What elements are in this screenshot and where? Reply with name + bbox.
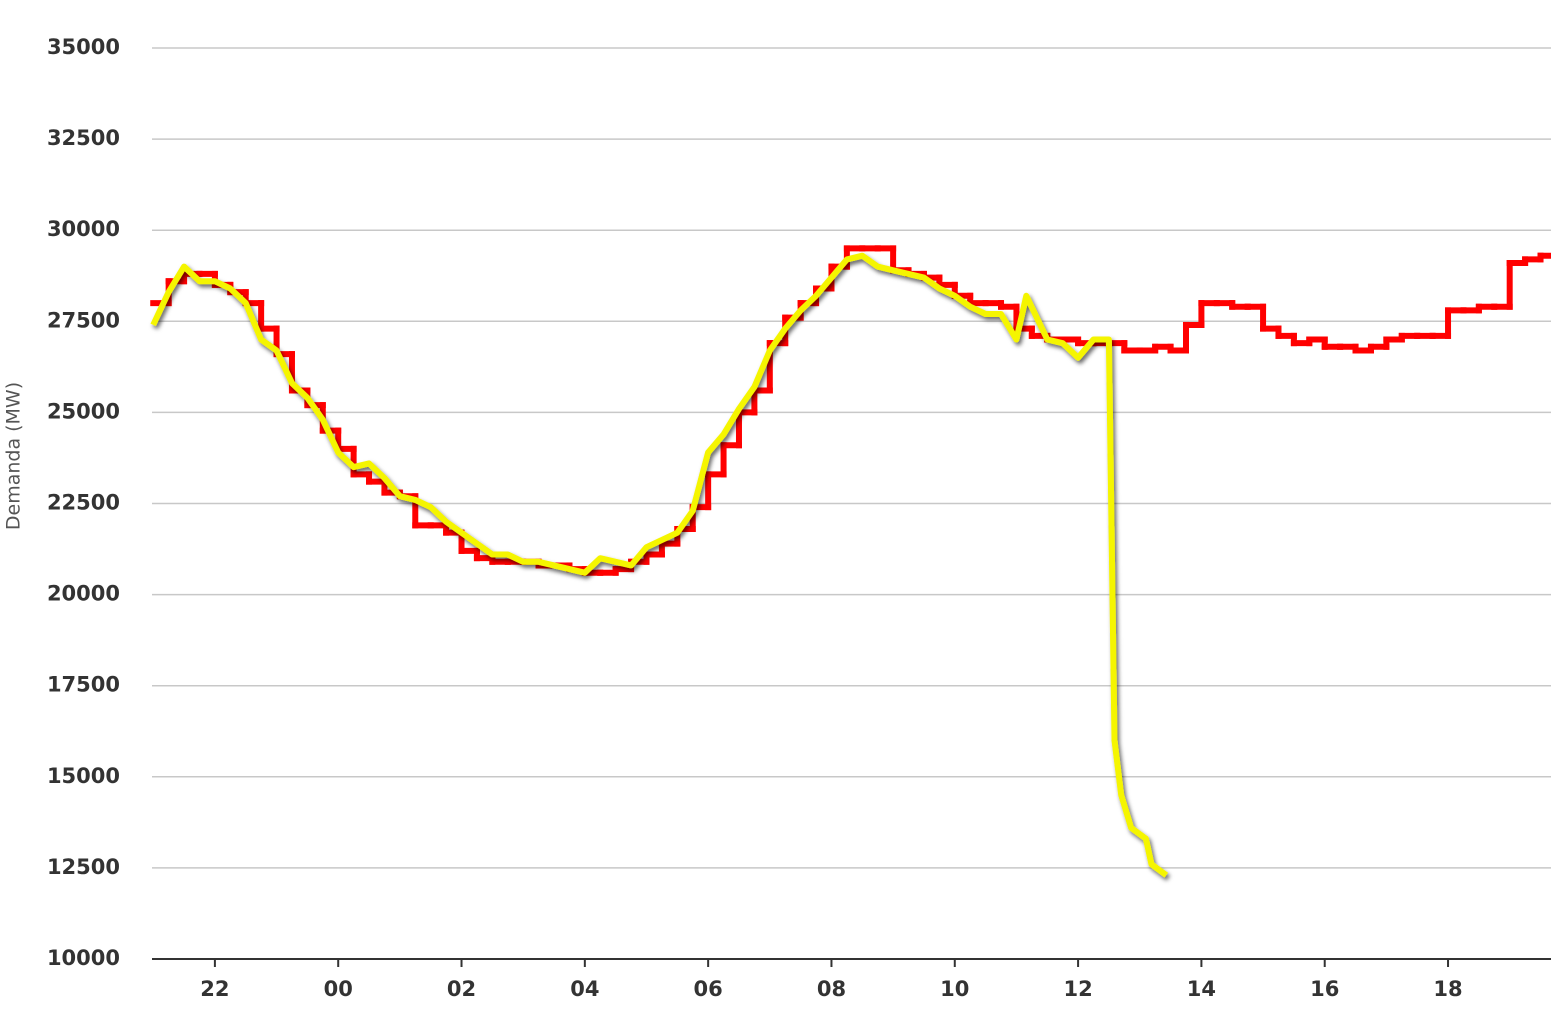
x-tick-label: 06 (694, 977, 723, 1001)
y-tick-label: 17500 (47, 673, 120, 697)
y-tick-label: 10000 (47, 946, 120, 970)
y-tick-label: 32500 (47, 126, 120, 150)
x-tick-label: 22 (200, 977, 229, 1001)
x-tick-label: 16 (1310, 977, 1339, 1001)
x-tick-label: 08 (817, 977, 846, 1001)
y-tick-label: 12500 (47, 855, 120, 879)
x-tick-label: 18 (1433, 977, 1462, 1001)
y-tick-label: 22500 (47, 491, 120, 515)
y-tick-label: 25000 (47, 399, 120, 423)
line-series (150, 252, 1169, 878)
x-tick-label: 12 (1063, 977, 1092, 1001)
y-tick-label: 35000 (47, 35, 120, 59)
y-tick-label: 30000 (47, 217, 120, 241)
x-tick-label: 10 (940, 977, 969, 1001)
x-tick-label: 02 (447, 977, 476, 1001)
y-tick-label: 20000 (47, 582, 120, 606)
x-tick-label: 14 (1187, 977, 1216, 1001)
y-tick-label: 27500 (47, 308, 120, 332)
y-axis-label: Demanda (MW) (3, 382, 25, 530)
x-tick-label: 00 (324, 977, 353, 1001)
x-tick-label: 04 (570, 977, 599, 1001)
y-tick-label: 15000 (47, 764, 120, 788)
